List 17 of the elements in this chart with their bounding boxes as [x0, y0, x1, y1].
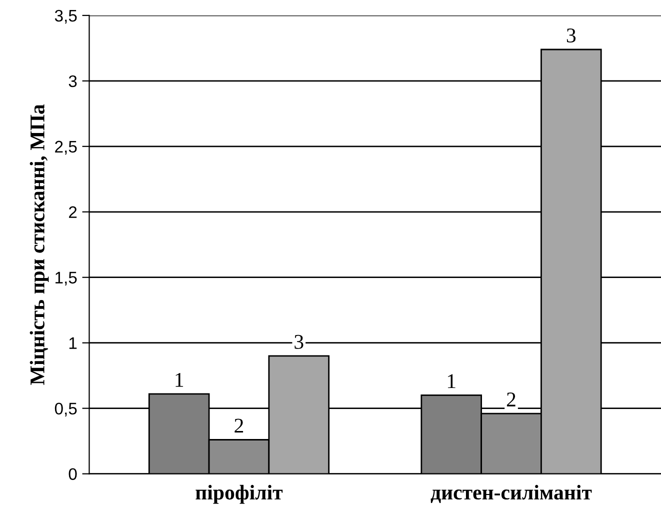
- series-label: 2: [234, 418, 244, 433]
- y-axis-title: Міцність при стисканні, МПа: [30, 104, 49, 385]
- y-tick-label: 3: [68, 75, 77, 88]
- y-tick-label: 0: [68, 468, 77, 480]
- y-tick-label: 3,5: [54, 10, 77, 24]
- y-tick-label: 2,5: [55, 140, 77, 155]
- y-tick-label: 2: [69, 206, 77, 218]
- x-tick-label: дистен-силіманіт: [430, 484, 592, 503]
- y-tick-label: 1,5: [56, 272, 77, 286]
- series-label: 1: [176, 372, 184, 387]
- text: 3: [566, 28, 576, 42]
- y-tick-label: 0,5: [54, 402, 77, 416]
- text: 2: [506, 392, 516, 406]
- y-tick-label: 1: [69, 337, 77, 349]
- text: 1: [448, 374, 456, 388]
- series-label: 3: [294, 334, 304, 349]
- x-tick-label: пірофіліт: [196, 484, 283, 504]
